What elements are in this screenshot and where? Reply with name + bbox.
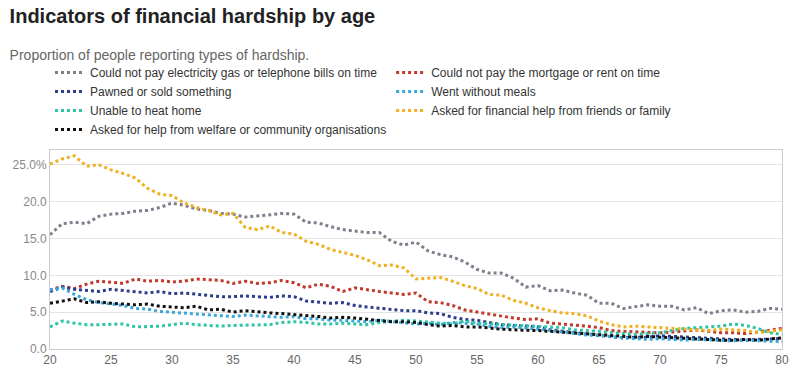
svg-text:Unable to heat home: Unable to heat home [90,104,202,118]
svg-text:60: 60 [531,353,545,367]
svg-text:Pawned or sold something: Pawned or sold something [90,85,231,99]
svg-text:25: 25 [104,353,118,367]
svg-text:25.0%: 25.0% [13,158,47,172]
svg-text:20.0: 20.0 [23,195,47,209]
svg-text:50: 50 [409,353,423,367]
svg-text:55: 55 [470,353,484,367]
svg-text:65: 65 [592,353,606,367]
svg-text:Asked for financial help from: Asked for financial help from friends or… [431,104,670,118]
svg-text:80: 80 [775,353,789,367]
svg-text:35: 35 [226,353,240,367]
svg-text:40: 40 [287,353,301,367]
svg-text:45: 45 [348,353,362,367]
svg-text:Could not pay electricity gas: Could not pay electricity gas or telepho… [90,66,377,80]
svg-text:30: 30 [165,353,179,367]
svg-text:Could not pay the mortgage or: Could not pay the mortgage or rent on ti… [431,66,660,80]
svg-text:75: 75 [714,353,728,367]
svg-text:0.0: 0.0 [30,342,47,356]
svg-text:Went without meals: Went without meals [431,85,536,99]
svg-text:5.0: 5.0 [30,305,47,319]
svg-text:Proportion of people reporting: Proportion of people reporting types of … [10,47,310,63]
svg-text:Indicators of financial hardsh: Indicators of financial hardship by age [10,5,376,27]
svg-text:20: 20 [43,353,57,367]
svg-text:10.0: 10.0 [23,269,47,283]
svg-text:15.0: 15.0 [23,232,47,246]
svg-text:Asked for help from welfare or: Asked for help from welfare or community… [90,123,386,137]
svg-text:70: 70 [653,353,667,367]
